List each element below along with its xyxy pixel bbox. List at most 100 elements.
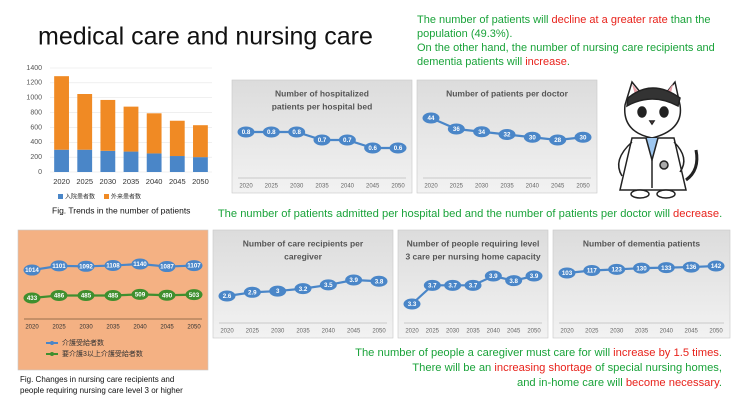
figure-caption: people requiring nursing care level 3 or… bbox=[20, 386, 183, 395]
x-tick-label: 2030 bbox=[100, 177, 117, 186]
note-segment: increase bbox=[525, 56, 567, 68]
note-segment: of special nursing homes, bbox=[592, 362, 722, 374]
x-tick-label: 2050 bbox=[187, 325, 201, 331]
x-tick-label: 2040 bbox=[487, 329, 501, 335]
chart-panel bbox=[17, 229, 209, 371]
point-marker bbox=[237, 126, 255, 138]
point-marker bbox=[447, 123, 465, 135]
x-tick-label: 2030 bbox=[475, 184, 489, 190]
data-label: 142 bbox=[711, 263, 722, 270]
x-tick-label: 2035 bbox=[315, 184, 329, 190]
point-marker bbox=[104, 260, 122, 272]
x-tick-label: 2045 bbox=[684, 329, 698, 335]
point-marker bbox=[345, 274, 363, 286]
x-tick-label: 2020 bbox=[220, 329, 234, 335]
y-tick-label: 400 bbox=[30, 139, 42, 146]
point-marker bbox=[288, 126, 306, 138]
x-tick-label: 2030 bbox=[446, 329, 460, 335]
data-label: 0.6 bbox=[394, 145, 403, 152]
figure-caption: Fig. Trends in the number of patients bbox=[52, 205, 190, 215]
data-label: 44 bbox=[428, 115, 435, 122]
note-segment: population (49.3%). bbox=[417, 28, 512, 40]
x-tick-label: 2040 bbox=[133, 325, 147, 331]
data-label: 1087 bbox=[160, 264, 174, 271]
point-marker bbox=[422, 112, 440, 124]
x-tick-label: 2025 bbox=[246, 329, 260, 335]
data-label: 1092 bbox=[79, 263, 93, 270]
x-tick-label: 2035 bbox=[466, 329, 480, 335]
data-label: 3.8 bbox=[509, 278, 518, 285]
data-label: 1108 bbox=[106, 263, 120, 270]
cat-illustration bbox=[617, 80, 699, 199]
x-tick-label: 2030 bbox=[79, 325, 93, 331]
x-tick-label: 2025 bbox=[426, 329, 440, 335]
legend-swatch bbox=[58, 194, 63, 199]
x-tick-label: 2030 bbox=[271, 329, 285, 335]
point-marker bbox=[403, 298, 421, 310]
point-marker bbox=[505, 275, 523, 287]
x-tick-label: 2020 bbox=[560, 329, 574, 335]
data-label: 3.7 bbox=[428, 282, 437, 289]
point-marker bbox=[523, 131, 541, 143]
point-marker bbox=[657, 262, 675, 274]
x-tick-label: 2040 bbox=[660, 329, 674, 335]
y-tick-label: 1400 bbox=[26, 65, 42, 72]
bar-segment bbox=[77, 94, 93, 150]
point-marker bbox=[104, 289, 122, 301]
point-marker bbox=[185, 289, 203, 301]
x-tick-label: 2020 bbox=[239, 184, 253, 190]
data-label: 0.8 bbox=[267, 129, 276, 136]
data-label: 0.7 bbox=[343, 137, 352, 144]
data-label: 3.7 bbox=[469, 282, 478, 289]
note-segment: On the other hand, the number of nursing… bbox=[417, 42, 715, 54]
data-label: 0.8 bbox=[242, 129, 251, 136]
data-label: 3.5 bbox=[324, 282, 333, 289]
bar-segment bbox=[100, 150, 116, 172]
point-marker bbox=[131, 258, 149, 270]
data-label: 130 bbox=[636, 265, 647, 272]
slide-title: medical care and nursing care bbox=[38, 23, 373, 51]
x-tick-label: 2045 bbox=[551, 184, 565, 190]
data-label: 0.8 bbox=[292, 129, 301, 136]
note-segment: The number of people a caregiver must ca… bbox=[355, 347, 613, 359]
point-marker bbox=[370, 275, 388, 287]
note-segment: dementia patients will bbox=[417, 56, 525, 68]
bar-segment bbox=[193, 157, 208, 172]
note-segment: . bbox=[719, 208, 722, 220]
chart-title: Number of patients per doctor bbox=[446, 88, 569, 98]
note-segment: There will be an bbox=[412, 362, 494, 374]
chart-title: Number of care recipients per bbox=[243, 238, 364, 248]
point-marker bbox=[77, 260, 95, 272]
x-tick-label: 2035 bbox=[635, 329, 649, 335]
point-marker bbox=[131, 288, 149, 300]
bar-segment bbox=[100, 99, 116, 151]
data-label: 3.9 bbox=[530, 273, 539, 280]
y-tick-label: 200 bbox=[30, 154, 42, 161]
data-label: 117 bbox=[587, 268, 598, 275]
note-segment: increase by 1.5 times bbox=[613, 347, 719, 359]
data-label: 28 bbox=[554, 137, 561, 144]
x-tick-label: 2040 bbox=[322, 329, 336, 335]
x-tick-label: 2045 bbox=[366, 184, 380, 190]
data-label: 2.9 bbox=[248, 289, 257, 296]
x-tick-label: 2025 bbox=[52, 325, 66, 331]
x-tick-label: 2020 bbox=[424, 184, 438, 190]
bar-segment bbox=[123, 106, 139, 152]
point-marker bbox=[23, 292, 41, 304]
x-tick-label: 2050 bbox=[391, 184, 405, 190]
chart-panel bbox=[552, 229, 731, 339]
data-label: 1101 bbox=[52, 263, 66, 270]
note-segment: increasing shortage bbox=[494, 362, 592, 374]
point-marker bbox=[218, 290, 236, 302]
data-label: 3.7 bbox=[448, 282, 457, 289]
chart-title: Number of hospitalized bbox=[275, 88, 369, 98]
bar-segment bbox=[54, 76, 69, 150]
point-marker bbox=[423, 279, 441, 291]
data-label: 486 bbox=[54, 293, 65, 300]
data-label: 485 bbox=[81, 293, 92, 300]
legend-swatch bbox=[104, 194, 109, 199]
x-tick-label: 2050 bbox=[576, 184, 590, 190]
data-label: 3.8 bbox=[375, 278, 384, 285]
note-segment: become necessary bbox=[626, 377, 720, 389]
data-label: 0.6 bbox=[368, 145, 377, 152]
